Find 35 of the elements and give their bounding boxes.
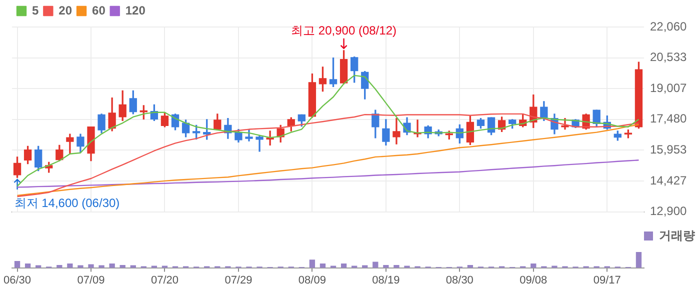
bar — [320, 264, 326, 268]
legend-label: 거래량 — [659, 228, 695, 242]
x-tick-label: 07/29 — [224, 274, 252, 286]
legend-label: 60 — [92, 3, 106, 18]
bar — [309, 260, 316, 268]
bar — [394, 264, 400, 268]
bar — [67, 264, 73, 268]
legend-label: 5 — [32, 3, 39, 18]
legend-label: 20 — [58, 3, 72, 18]
y-tick-label: 15,953 — [650, 142, 688, 157]
x-tick-label: 09/08 — [520, 274, 548, 286]
x-tick-label: 07/20 — [150, 274, 178, 286]
legend-label: 120 — [125, 3, 146, 18]
bar — [88, 264, 94, 268]
bar — [24, 264, 31, 268]
bar — [14, 260, 20, 268]
y-tick-label: 17,480 — [650, 112, 688, 126]
bar — [383, 264, 389, 268]
x-tick-label: 08/19 — [372, 274, 400, 286]
y-tick-label: 12,900 — [650, 204, 688, 218]
y-tick-label: 22,060 — [650, 19, 688, 34]
bar — [530, 264, 536, 268]
y-tick-label: 20,533 — [650, 50, 688, 64]
annotation: 최저 14,600 (06/30) — [14, 196, 120, 210]
x-tick-label: 08/30 — [446, 274, 474, 286]
y-tick-label: 14,427 — [650, 173, 688, 188]
y-tick-label: 19,007 — [650, 80, 688, 95]
bar — [636, 252, 642, 268]
x-tick-label: 06/30 — [4, 274, 32, 286]
bar — [109, 264, 115, 268]
x-tick-label: 07/09 — [77, 274, 105, 286]
x-tick-label: 09/17 — [593, 274, 621, 286]
annotation: 최고 20,900 (08/12) — [291, 24, 397, 38]
bar — [340, 264, 347, 268]
x-tick-label: 08/09 — [298, 274, 326, 286]
